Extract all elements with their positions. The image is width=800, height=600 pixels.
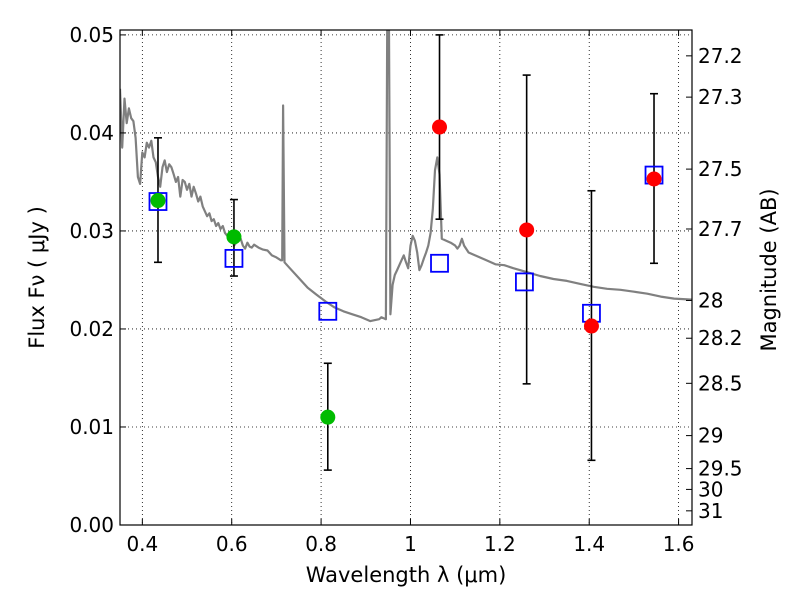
right-tick-label: 27.2 xyxy=(698,44,743,68)
x-tick-label: 1.2 xyxy=(484,532,516,556)
plot-data xyxy=(120,30,692,471)
x-tick-label: 0.6 xyxy=(216,532,248,556)
plot-area xyxy=(120,30,692,471)
right-tick-label: 29.5 xyxy=(698,457,743,481)
observed-flux-point xyxy=(583,318,599,334)
right-tick-label: 28.2 xyxy=(698,326,743,350)
right-tick-label: 30 xyxy=(698,477,723,501)
model-flux-square xyxy=(515,272,534,292)
x-axis-label: Wavelength λ (μm) xyxy=(306,563,507,587)
axes-ticks: 0.4 0.6 0.8 1 1.2 1.4 1.6 0.00 0.01 0.02 0.03 0.04 0… xyxy=(69,23,742,556)
y-axis-label: Flux Fν ( μJy ) xyxy=(25,206,49,349)
right-tick-label: 27.7 xyxy=(698,217,743,241)
y-tick-label: 0.00 xyxy=(69,513,114,537)
observed-flux-point xyxy=(320,409,336,425)
right-y-axis-label: Magnitude (AB) xyxy=(757,188,781,351)
observed-flux-point xyxy=(226,229,242,245)
x-tick-label: 1.4 xyxy=(573,532,605,556)
model-flux-square xyxy=(148,192,168,211)
sed-model-line xyxy=(120,30,692,323)
right-tick-label: 28.5 xyxy=(698,371,743,395)
right-tick-label: 31 xyxy=(698,499,723,523)
plot-frame xyxy=(119,29,693,526)
x-tick-label: 1.6 xyxy=(663,532,695,556)
x-tick-label: 0.4 xyxy=(126,532,158,556)
y-tick-label: 0.05 xyxy=(69,23,114,47)
observed-flux-point xyxy=(519,222,535,238)
observed-flux-point xyxy=(646,171,662,187)
observed-flux-point xyxy=(150,193,166,209)
x-tick-label: 1 xyxy=(404,532,417,556)
model-flux-square xyxy=(224,248,244,268)
right-tick-label: 28 xyxy=(698,288,723,312)
y-tick-label: 0.04 xyxy=(69,121,114,145)
right-tick-label: 29 xyxy=(698,424,723,448)
y-tick-label: 0.03 xyxy=(69,219,114,243)
observed-flux-point xyxy=(432,119,448,135)
right-tick-label: 27.3 xyxy=(698,85,743,109)
model-flux-square xyxy=(318,301,338,321)
right-tick-label: 27.5 xyxy=(698,157,743,181)
y-tick-label: 0.02 xyxy=(69,317,114,341)
model-flux-square xyxy=(430,253,449,273)
x-tick-label: 0.8 xyxy=(305,532,337,556)
y-tick-label: 0.01 xyxy=(69,415,114,439)
